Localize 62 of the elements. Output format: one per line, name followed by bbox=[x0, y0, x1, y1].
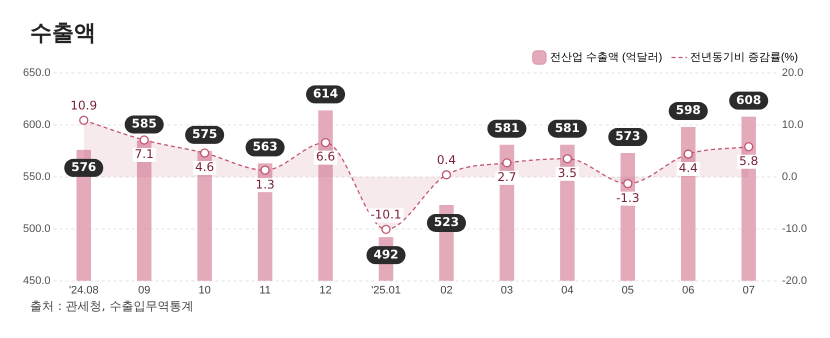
y2-tick-label: -20.0 bbox=[782, 274, 808, 287]
y-tick-label: 600.0 bbox=[22, 118, 51, 131]
x-tick-label: 11 bbox=[259, 284, 271, 296]
point bbox=[442, 170, 452, 180]
data-label: 608 bbox=[736, 92, 762, 107]
point bbox=[502, 158, 512, 168]
x-tick-label: 03 bbox=[500, 284, 514, 296]
data-label: 581 bbox=[494, 120, 520, 135]
data-label: 492 bbox=[373, 247, 399, 262]
y-tick-label: 650.0 bbox=[22, 67, 51, 80]
data-label: 523 bbox=[434, 215, 459, 230]
data-label: -1.3 bbox=[616, 190, 640, 205]
point bbox=[623, 179, 632, 188]
y2-tick-label: 0.0 bbox=[782, 170, 798, 183]
data-label: 5.8 bbox=[739, 154, 758, 168]
y2-tick-label: -10.0 bbox=[782, 222, 808, 235]
y-tick-label: 500.0 bbox=[22, 222, 51, 235]
x-tick-label: 09 bbox=[138, 284, 150, 296]
data-label: 6.6 bbox=[316, 150, 336, 164]
point bbox=[140, 135, 149, 145]
data-label: -10.1 bbox=[370, 207, 402, 222]
source-note: 출처 : 관세청, 수출입무역통계 bbox=[30, 298, 194, 315]
y2-tick-label: 20.0 bbox=[782, 67, 804, 80]
x-tick-label: 10 bbox=[198, 284, 211, 296]
data-label: 0.4 bbox=[436, 152, 456, 167]
legend-label: 전산업 수출액 (억달러) bbox=[550, 52, 662, 64]
data-label: 10.9 bbox=[70, 98, 98, 112]
data-label: 585 bbox=[132, 116, 157, 131]
data-label: 581 bbox=[554, 120, 580, 135]
point bbox=[684, 149, 693, 159]
data-label: 2.7 bbox=[497, 170, 516, 184]
data-label: 4.4 bbox=[678, 161, 698, 176]
x-tick-label: 06 bbox=[682, 284, 694, 296]
x-tick-label: 07 bbox=[742, 284, 755, 296]
chart-title: 수출액 bbox=[30, 20, 96, 48]
point bbox=[562, 154, 572, 164]
point bbox=[79, 116, 88, 125]
data-label: 1.3 bbox=[256, 177, 275, 192]
x-tick-label: '25.01 bbox=[371, 284, 401, 296]
data-label: 7.1 bbox=[134, 147, 154, 162]
x-tick-label: 02 bbox=[440, 284, 453, 296]
x-tick-label: '24.08 bbox=[68, 284, 99, 296]
data-label: 614 bbox=[313, 86, 338, 101]
point bbox=[200, 148, 210, 158]
x-tick-label: 12 bbox=[319, 284, 332, 296]
y-tick-label: 550.0 bbox=[22, 170, 51, 183]
y-tick-label: 450.0 bbox=[22, 274, 51, 287]
data-label: 563 bbox=[252, 140, 278, 154]
data-label: 598 bbox=[676, 103, 701, 118]
x-tick-label: 04 bbox=[561, 284, 574, 296]
legend-label: 전년동기비 증감률(%) bbox=[690, 52, 798, 64]
y2-tick-label: 10.0 bbox=[782, 118, 804, 131]
x-tick-label: 05 bbox=[622, 284, 634, 296]
point bbox=[381, 224, 391, 234]
data-label: 573 bbox=[615, 129, 640, 144]
point bbox=[260, 165, 270, 175]
data-label: 3.5 bbox=[558, 166, 577, 180]
data-label: 576 bbox=[71, 160, 96, 174]
data-label: 575 bbox=[192, 127, 218, 142]
point bbox=[744, 142, 754, 152]
point bbox=[320, 138, 330, 148]
data-label: 4.6 bbox=[195, 160, 214, 174]
